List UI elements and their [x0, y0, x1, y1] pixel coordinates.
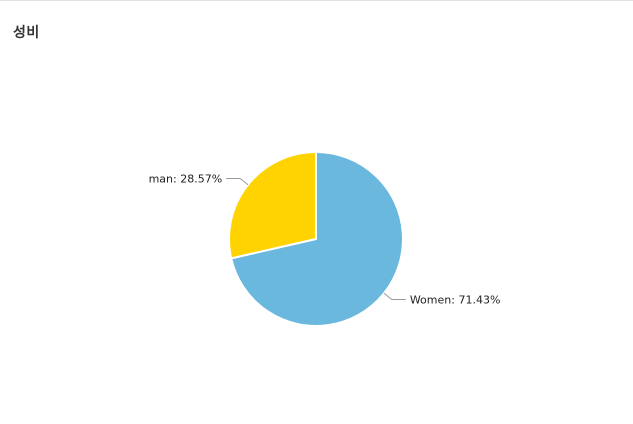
label-connector-women: [383, 292, 406, 300]
panel-title: 성비: [13, 25, 40, 41]
slice-label-man: man: 28.57%: [149, 173, 223, 186]
label-connector-man: [226, 178, 249, 186]
pie-slice-women[interactable]: [230, 151, 404, 327]
slice-label-women: Women: 71.43%: [410, 293, 501, 306]
pie-slice-man[interactable]: [228, 151, 317, 260]
